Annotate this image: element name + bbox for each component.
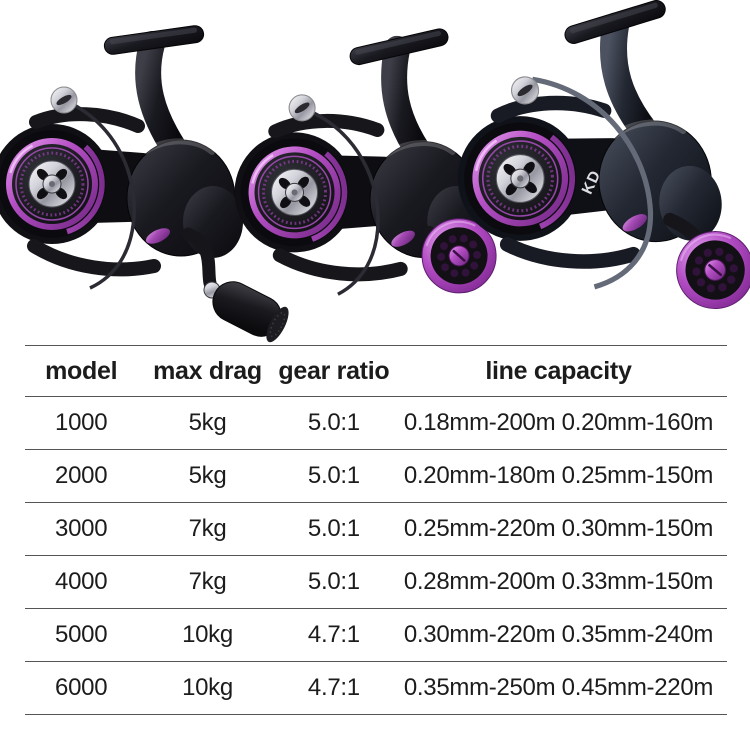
cell-line-capacity: 0.18mm-200m 0.20mm-160m — [403, 409, 714, 436]
cell-line-capacity: 0.35mm-250m 0.45mm-220m — [403, 674, 714, 701]
col-header-model: model — [45, 356, 118, 385]
col-header-gear-ratio: gear ratio — [278, 356, 390, 385]
spinning-reel-center — [216, 26, 507, 303]
cell-model: 4000 — [55, 568, 108, 595]
col-header-max-drag: max drag — [153, 356, 262, 385]
cell-gear-ratio: 5.0:1 — [307, 409, 360, 436]
cell-gear-ratio: 5.0:1 — [307, 515, 360, 542]
bail-wire — [301, 106, 380, 296]
reel-stem — [599, 12, 660, 146]
spinning-reel-left — [0, 24, 294, 345]
cell-model: 3000 — [55, 515, 108, 542]
spec-table: model max drag gear ratio line capacity … — [25, 345, 727, 715]
table-row: 1000 5kg 5.0:1 0.18mm-200m 0.20mm-160m — [25, 396, 727, 449]
cell-gear-ratio: 5.0:1 — [307, 462, 360, 489]
reel-spool — [220, 118, 368, 266]
reel-stem — [135, 31, 187, 161]
body-purple-accent — [145, 228, 171, 244]
cell-gear-ratio: 5.0:1 — [307, 568, 360, 595]
body-purple-accent — [391, 230, 415, 247]
cell-max-drag: 5kg — [188, 462, 227, 489]
cell-line-capacity: 0.28mm-200m 0.33mm-150m — [403, 568, 714, 595]
table-row: 2000 5kg 5.0:1 0.20mm-180m 0.25mm-150m — [25, 449, 727, 502]
table-row: 5000 10kg 4.7:1 0.30mm-220m 0.35mm-240m — [25, 608, 727, 661]
cell-gear-ratio: 4.7:1 — [307, 621, 360, 648]
table-row: 6000 10kg 4.7:1 0.35mm-250m 0.45mm-220m — [25, 661, 727, 714]
bail-wire — [63, 98, 136, 290]
spinning-reel-right: KD — [433, 0, 750, 321]
cell-max-drag: 7kg — [188, 568, 227, 595]
cell-line-capacity: 0.30mm-220m 0.35mm-240m — [403, 621, 714, 648]
cell-max-drag: 5kg — [188, 409, 227, 436]
cell-line-capacity: 0.25mm-220m 0.30mm-150m — [403, 515, 714, 542]
reel-photos: KD — [0, 0, 750, 345]
bail-wire — [532, 76, 654, 290]
cell-model: 2000 — [55, 462, 108, 489]
cell-max-drag: 10kg — [182, 674, 233, 701]
cell-max-drag: 7kg — [188, 515, 227, 542]
table-header-row: model max drag gear ratio line capacity — [25, 345, 727, 396]
cell-model: 1000 — [55, 409, 108, 436]
table-row: 4000 7kg 5.0:1 0.28mm-200m 0.33mm-150m — [25, 555, 727, 608]
line-roller-knob — [50, 86, 78, 114]
cell-max-drag: 10kg — [182, 621, 233, 648]
cell-model: 6000 — [55, 674, 108, 701]
reel-stem — [381, 35, 432, 165]
cell-model: 5000 — [55, 621, 108, 648]
cell-gear-ratio: 4.7:1 — [307, 674, 360, 701]
body-purple-accent — [622, 214, 647, 232]
cell-line-capacity: 0.20mm-180m 0.25mm-150m — [403, 462, 714, 489]
table-row: 3000 7kg 5.0:1 0.25mm-220m 0.30mm-150m — [25, 502, 727, 555]
col-header-line-capacity: line capacity — [485, 356, 632, 385]
